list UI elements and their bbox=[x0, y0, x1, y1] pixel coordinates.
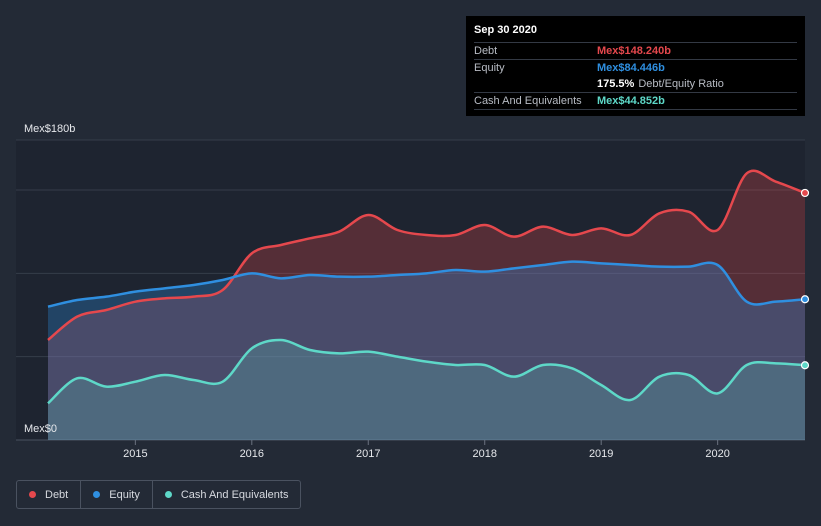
legend-item-equity[interactable]: Equity bbox=[81, 481, 153, 508]
chart-legend: Debt Equity Cash And Equivalents bbox=[16, 480, 302, 509]
tooltip-row-debt: Debt Mex$148.240b bbox=[474, 42, 797, 59]
tooltip-row-equity: Equity Mex$84.446b bbox=[474, 59, 797, 76]
tooltip-debt-value: Mex$148.240b bbox=[597, 45, 671, 57]
debt-line bbox=[47, 169, 806, 341]
cash-endpoint[interactable] bbox=[800, 361, 810, 370]
x-tick-label-2019: 2019 bbox=[589, 448, 613, 460]
legend-item-cash[interactable]: Cash And Equivalents bbox=[153, 481, 301, 508]
x-tick-label-2016: 2016 bbox=[240, 448, 264, 460]
equity-endpoint[interactable] bbox=[800, 295, 810, 304]
tooltip-cash-label: Cash And Equivalents bbox=[474, 95, 582, 107]
tooltip-panel: Sep 30 2020 Debt Mex$148.240b Equity Mex… bbox=[466, 16, 805, 116]
tooltip-equity-value: Mex$84.446b bbox=[597, 62, 665, 74]
tooltip-bottom-rule bbox=[474, 109, 797, 110]
legend-cash-label: Cash And Equivalents bbox=[180, 488, 289, 501]
series-lines bbox=[47, 169, 806, 405]
y-axis-bottom-label: Mex$0 bbox=[24, 423, 57, 435]
tooltip-debt-label: Debt bbox=[474, 45, 498, 57]
tooltip-cash-value: Mex$44.852b bbox=[597, 95, 665, 107]
x-tick-label-2018: 2018 bbox=[472, 448, 496, 460]
tooltip-date: Sep 30 2020 bbox=[474, 24, 537, 36]
tooltip-equity-label: Equity bbox=[474, 62, 505, 74]
y-axis-top-label: Mex$180b bbox=[24, 123, 75, 135]
equity-dot-icon bbox=[93, 491, 101, 498]
tooltip-ratio-value: 175.5% bbox=[597, 78, 635, 90]
debt-dot-icon bbox=[29, 491, 36, 498]
tooltip-ratio-label: Debt/Equity Ratio bbox=[638, 78, 724, 90]
x-axis: 2015 2016 2017 2018 2019 2020 bbox=[123, 440, 730, 460]
x-tick-label-2017: 2017 bbox=[356, 448, 380, 460]
x-tick-label-2015: 2015 bbox=[123, 448, 147, 460]
series-endpoints[interactable] bbox=[800, 188, 810, 370]
legend-debt-label: Debt bbox=[45, 488, 69, 501]
cash-area bbox=[48, 339, 805, 440]
tooltip-row-ratio: 175.5% Debt/Equity Ratio bbox=[474, 76, 797, 92]
legend-item-debt[interactable]: Debt bbox=[17, 481, 82, 508]
cash-dot-icon bbox=[164, 491, 172, 498]
x-tick-label-2020: 2020 bbox=[705, 448, 729, 460]
equity-line bbox=[47, 260, 806, 308]
tooltip-row-cash: Cash And Equivalents Mex$44.852b bbox=[474, 92, 797, 109]
cash-line bbox=[47, 338, 806, 405]
debt-area bbox=[48, 170, 805, 440]
legend-equity-label: Equity bbox=[109, 488, 140, 501]
debt-endpoint[interactable] bbox=[800, 188, 810, 198]
